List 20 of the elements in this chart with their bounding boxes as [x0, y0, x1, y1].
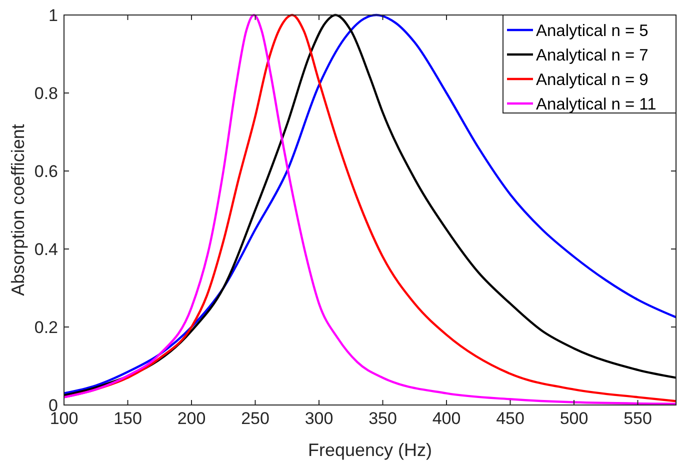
y-tick-label: 0.2: [34, 318, 58, 337]
legend-label: Analytical n = 11: [536, 95, 656, 114]
x-tick-label: 550: [624, 409, 652, 428]
y-tick-label: 0.6: [34, 162, 58, 181]
x-axis-title: Frequency (Hz): [308, 440, 432, 460]
y-tick-label: 0.4: [34, 240, 58, 259]
y-tick-label: 1: [48, 6, 58, 25]
x-tick-label: 200: [177, 409, 206, 428]
x-tick-label: 300: [304, 409, 334, 428]
x-tick-label: 250: [241, 409, 270, 428]
x-tick-label: 350: [368, 409, 397, 428]
x-tick-label: 150: [114, 409, 142, 428]
x-tick-label: 450: [496, 409, 524, 428]
legend-label: Analytical n = 7: [536, 46, 648, 64]
x-tick-label: 500: [560, 409, 588, 428]
y-tick-label: 0.8: [34, 84, 58, 103]
x-tick-label: 400: [432, 409, 461, 428]
legend-label: Analytical n = 5: [536, 22, 648, 40]
legend-label: Analytical n = 9: [536, 70, 648, 89]
y-axis-title: Absorption coefficient: [8, 124, 28, 296]
